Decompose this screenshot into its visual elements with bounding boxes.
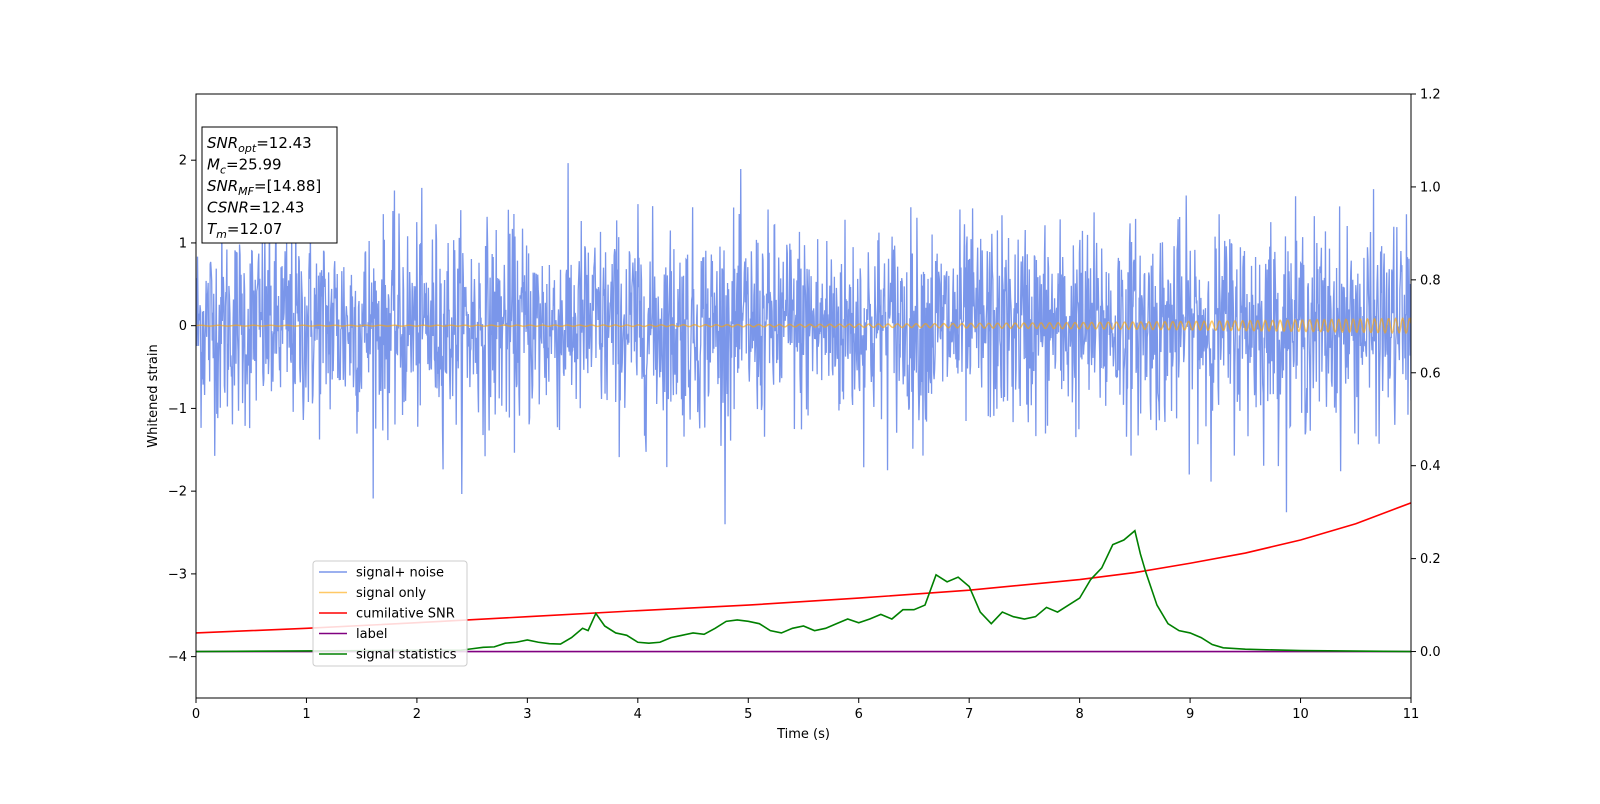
x-tick-label: 1: [302, 707, 310, 722]
stats-box-frame: [201, 126, 338, 244]
stats-line: SNRMF=[14.88]: [207, 177, 321, 198]
legend-frame: [312, 560, 468, 667]
y-left-tick-label: −4: [168, 650, 187, 665]
x-tick-label: 2: [413, 707, 421, 722]
stats-line: CSNR=12.43: [207, 199, 304, 217]
axes-frame: [195, 93, 1412, 699]
y-left-tick-label: 1: [179, 236, 187, 251]
stats-line: Tm=12.07: [207, 220, 282, 241]
x-tick-label: 7: [965, 707, 973, 722]
y-right-tick-label: 0.6: [1420, 366, 1441, 381]
legend: signal+ noise signal only cumilative SNR la…: [312, 560, 468, 667]
stats-line: SNRopt=12.43: [207, 134, 312, 155]
series-line-signal-noise: [196, 163, 1411, 525]
legend-label: signal statistics: [356, 648, 457, 663]
series-line-signal-only: [196, 317, 1411, 335]
series-line-signal-statistics: [196, 529, 1411, 653]
x-tick-label: 9: [1186, 707, 1194, 722]
x-tick-label: 0: [192, 707, 200, 722]
y-right-tick-label: 0.8: [1420, 273, 1441, 288]
legend-label: cumilative SNR: [356, 607, 455, 622]
y-right-tick-label: 0.0: [1420, 645, 1441, 660]
y-right-tick-label: 0.2: [1420, 552, 1441, 567]
axes: 0 1 2 3 4 5 6 7 8 9 10 11 −4 −3 −2 −1 0 1 2 0.0 0.2 0.4 0.6 0.8…: [168, 88, 1441, 723]
legend-label: signal+ noise: [356, 566, 444, 581]
y-right-tick-label: 1.0: [1420, 180, 1441, 195]
legend-label: label: [356, 627, 387, 642]
y-left-tick-label: 2: [179, 154, 187, 169]
y-left-tick-label: 0: [179, 319, 187, 334]
x-tick-label: 4: [634, 707, 642, 722]
y-axis-label: Whitened strain: [146, 344, 161, 447]
x-axis-label: Time (s): [776, 727, 830, 742]
stats-line: Mc=25.99: [207, 156, 282, 177]
x-tick-label: 3: [523, 707, 531, 722]
x-tick-label: 6: [855, 707, 863, 722]
y-left-tick-label: −2: [168, 485, 187, 500]
y-left-tick-label: −1: [168, 402, 187, 417]
legend-label: signal only: [356, 586, 426, 601]
y-right-tick-label: 1.2: [1420, 88, 1441, 103]
x-tick-label: 10: [1292, 707, 1309, 722]
y-right-tick-label: 0.4: [1420, 459, 1441, 474]
y-left-tick-label: −3: [168, 567, 187, 582]
stats-box: SNRopt=12.43Mc=25.99SNRMF=[14.88]CSNR=12…: [201, 126, 338, 244]
x-tick-label: 11: [1403, 707, 1420, 722]
x-tick-label: 5: [744, 707, 752, 722]
x-tick-label: 8: [1075, 707, 1083, 722]
